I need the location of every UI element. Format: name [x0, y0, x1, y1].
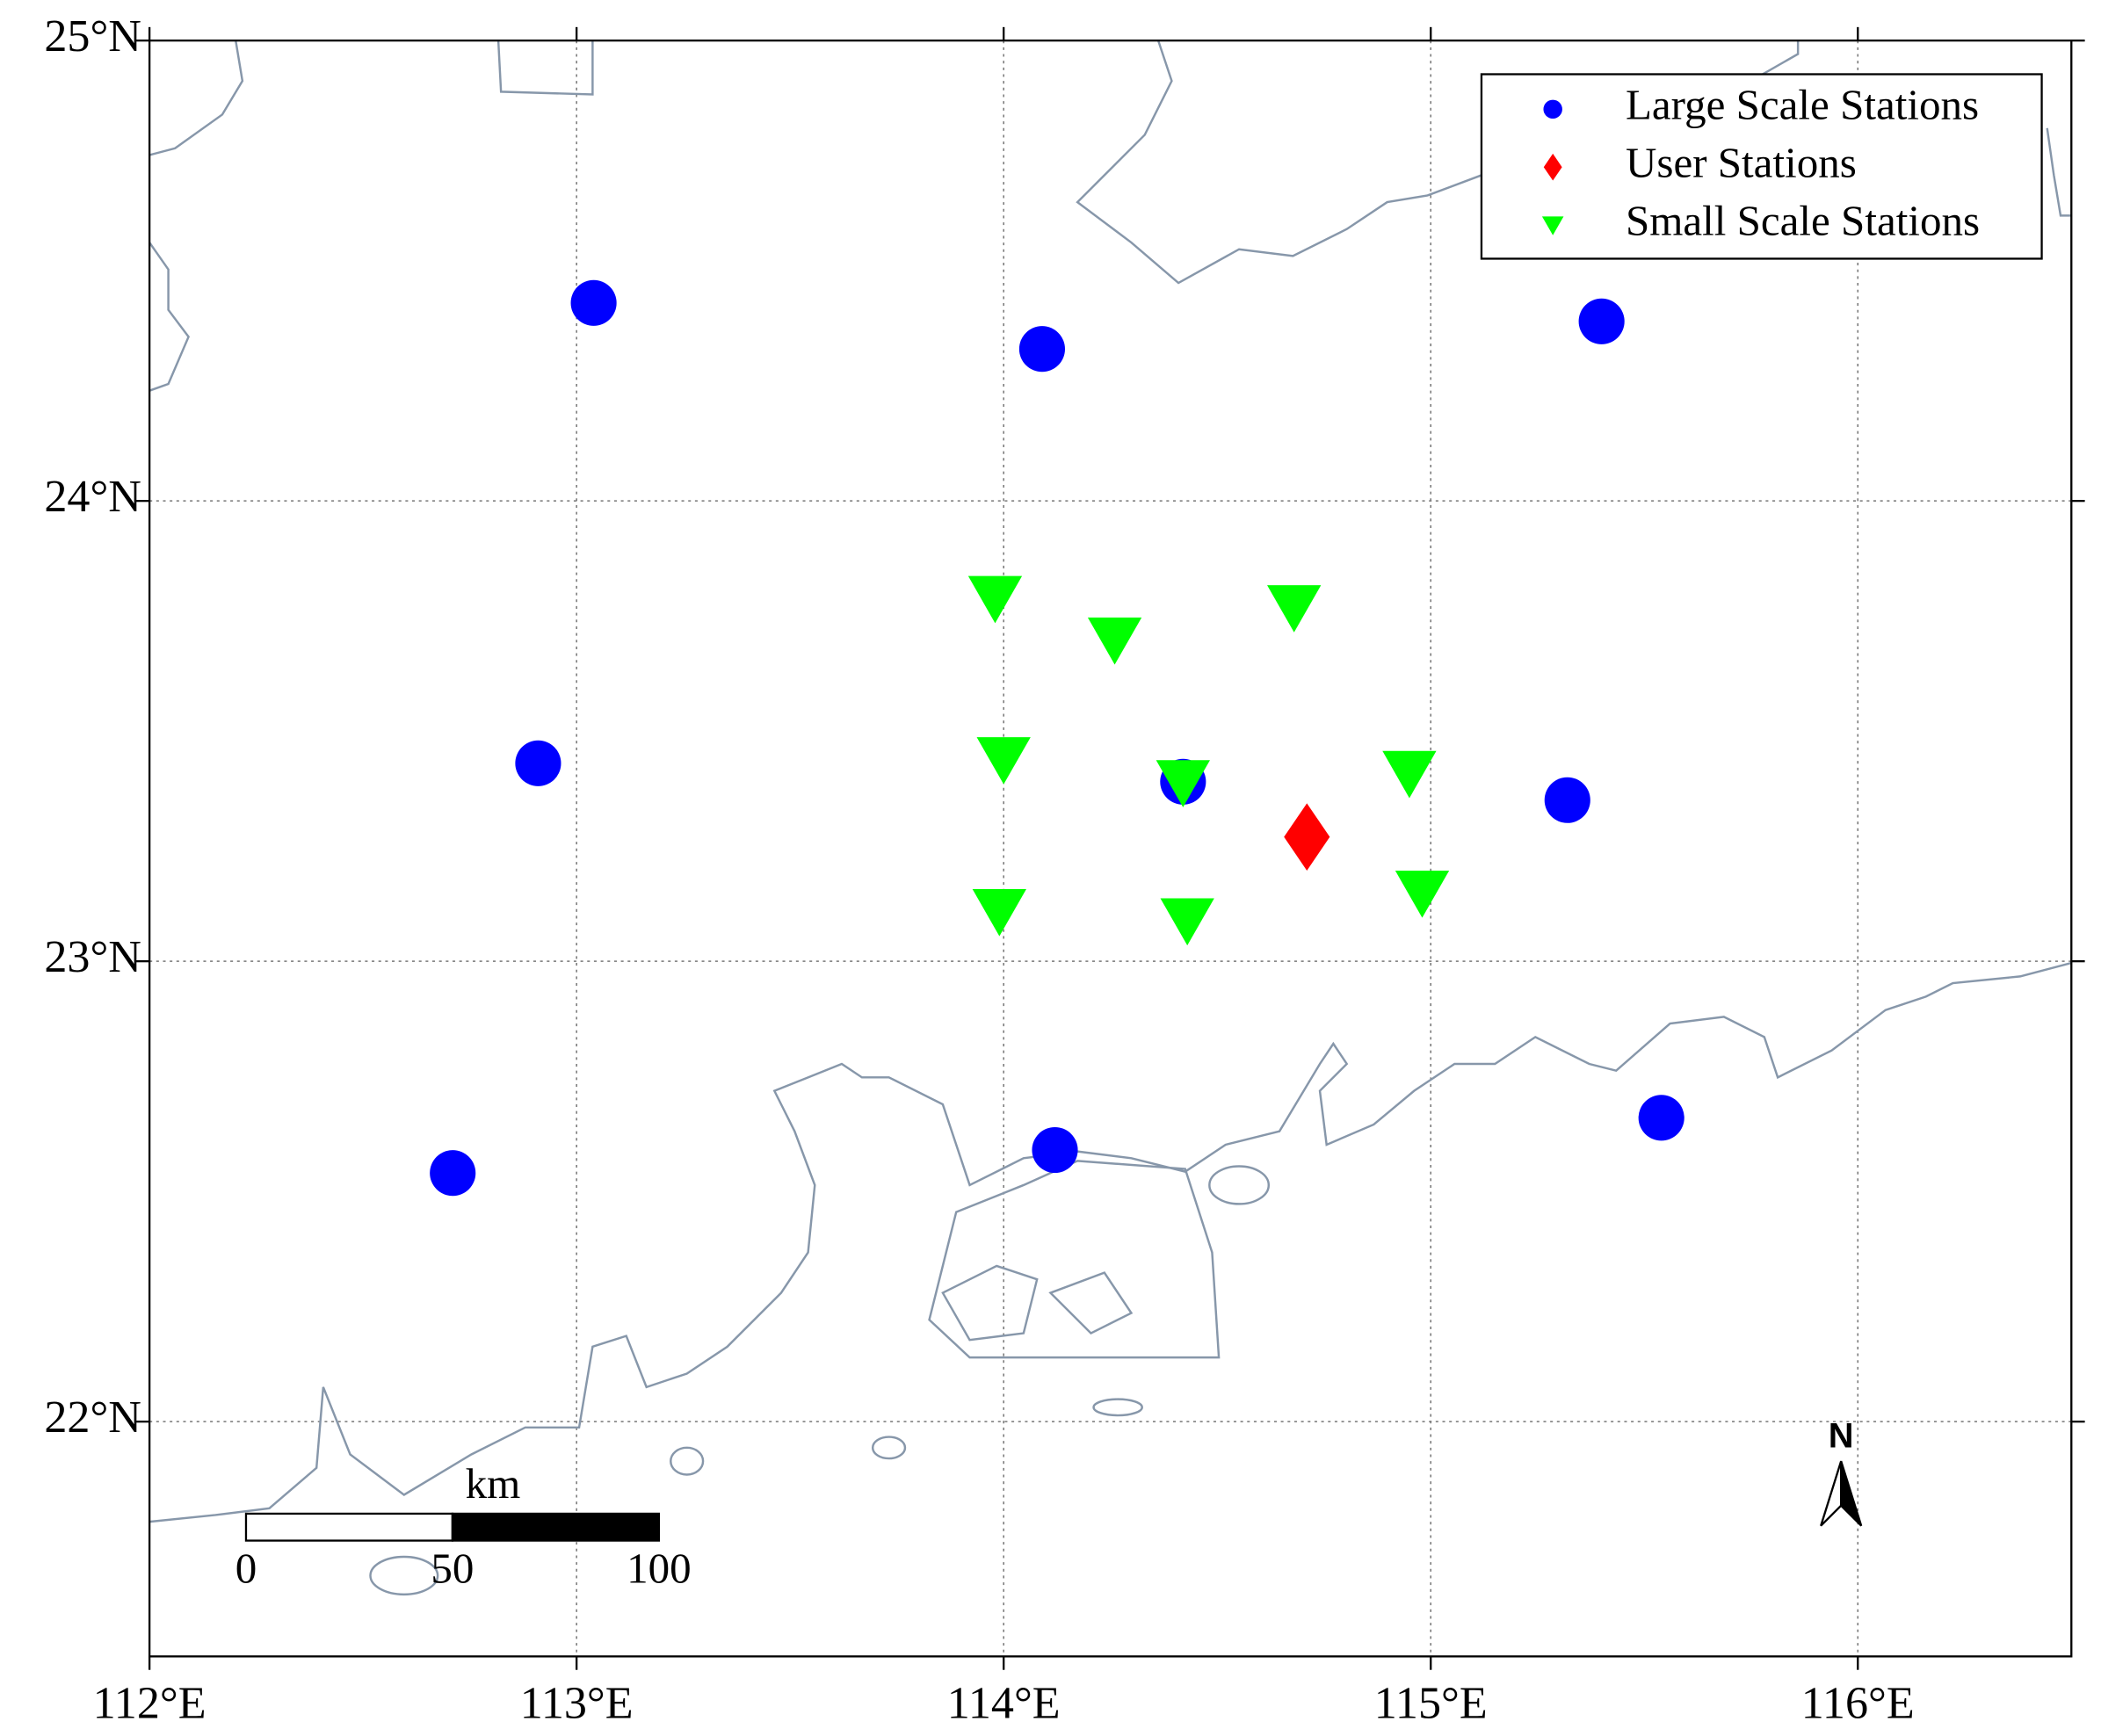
legend-marker [1543, 99, 1562, 119]
north-arrow-left [1820, 1460, 1843, 1527]
x-tick-label: 115°E [1374, 1679, 1488, 1729]
coastline [2046, 127, 2072, 217]
legend-box [1480, 73, 2043, 260]
island [1208, 1165, 1271, 1205]
north-arrow-right [1840, 1460, 1863, 1527]
boundary [928, 1160, 1221, 1359]
x-tick-label: 113°E [520, 1679, 634, 1729]
y-tick-label: 25°N [44, 11, 141, 61]
legend: Large Scale Stations User Stations Small S… [1480, 73, 2043, 260]
station [1160, 898, 1214, 946]
station [1638, 1095, 1684, 1141]
station [1267, 585, 1322, 633]
station [1544, 777, 1590, 823]
legend-label: Large Scale Stations [1626, 81, 1979, 129]
station [1032, 1126, 1078, 1174]
scale-segment [244, 1512, 454, 1542]
coastline [149, 961, 2072, 1523]
station [972, 888, 1026, 937]
station [1578, 298, 1625, 344]
north-arrow: N [1820, 1417, 1863, 1527]
north-label: N [1829, 1417, 1854, 1456]
x-tick-label: 116°E [1801, 1679, 1915, 1729]
station [1382, 750, 1437, 799]
y-tick-label: 23°N [44, 932, 141, 982]
station [1087, 617, 1142, 665]
island [369, 1555, 439, 1596]
station [570, 279, 617, 326]
y-tick-label: 22°N [44, 1392, 141, 1443]
x-tick-label: 114°E [947, 1679, 1061, 1729]
scale-tick-label: 0 [235, 1544, 257, 1593]
coastline [149, 242, 190, 392]
scale-unit: km [466, 1459, 521, 1508]
station [430, 1150, 476, 1197]
island [670, 1446, 705, 1476]
scale-tick-label: 100 [627, 1544, 692, 1593]
scale-bar: km 0 50 100 [235, 1459, 692, 1593]
island [1048, 1271, 1134, 1335]
legend-marker [1541, 216, 1564, 235]
legend-label: User Stations [1626, 138, 1857, 186]
station [1395, 871, 1450, 918]
x-tick-label: 112°E [93, 1679, 206, 1729]
island [871, 1436, 907, 1460]
station [967, 575, 1023, 624]
island [941, 1264, 1039, 1342]
island [1092, 1398, 1143, 1417]
station [1156, 760, 1210, 807]
station [1018, 326, 1065, 373]
station [515, 740, 561, 786]
coastline [149, 40, 244, 156]
y-tick-label: 24°N [44, 472, 141, 522]
legend-label: Small Scale Stations [1626, 196, 1980, 244]
station [1284, 803, 1330, 871]
scale-tick-label: 50 [431, 1544, 474, 1593]
coastline [496, 40, 594, 96]
scale-segment [451, 1512, 661, 1542]
map-frame [148, 40, 2073, 1658]
legend-marker [1543, 153, 1562, 181]
grid [135, 26, 2085, 1670]
station [976, 737, 1031, 785]
coastlines [149, 40, 2072, 1596]
stations [430, 279, 1684, 1197]
